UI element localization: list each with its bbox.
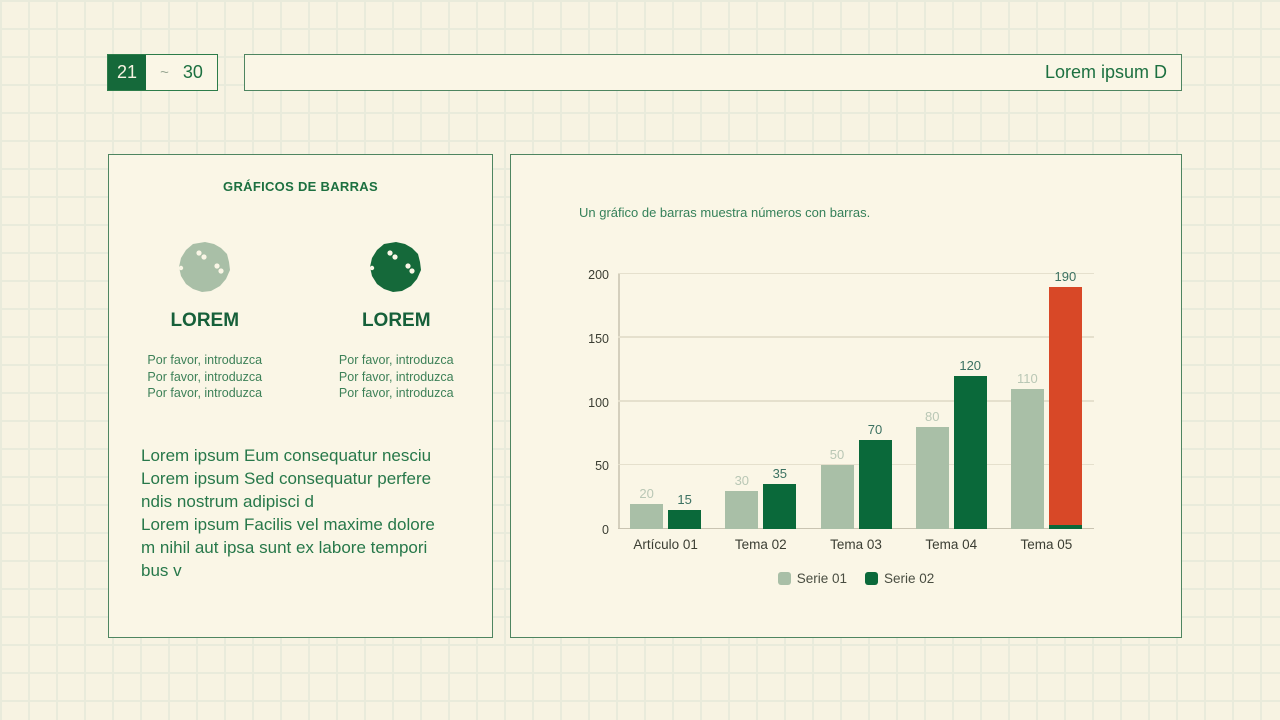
- bar-column: 50: [820, 447, 854, 529]
- x-axis-label: Tema 02: [734, 537, 787, 552]
- feature-line: Por favor, introduzca: [147, 353, 263, 367]
- x-axis-label: Artículo 01: [633, 537, 698, 552]
- legend-swatch: [777, 572, 791, 585]
- x-axis-label: Tema 04: [925, 537, 978, 552]
- chart-panel: Un gráfico de barras muestra números con…: [510, 154, 1182, 638]
- bar-group: 110 190: [999, 269, 1094, 530]
- bar-column: 70: [858, 421, 892, 529]
- bar-value-label: 70: [867, 421, 883, 437]
- legend-swatch: [865, 572, 878, 585]
- bar-value-label: 190: [1054, 268, 1077, 284]
- feature-description: Por favor, introduzca Por favor, introdu…: [109, 352, 301, 402]
- legend-label: Serie 01: [796, 571, 847, 586]
- feature-line: Por favor, introduzca: [147, 369, 263, 384]
- tilde-separator: ~: [160, 64, 169, 81]
- feature-line: Por favor, introduzca: [147, 386, 263, 400]
- panel-heading: GRÁFICOS DE BARRAS: [223, 179, 378, 194]
- bar-serie-02: [763, 484, 797, 529]
- feature-columns: LOREM Por favor, introduzca Por favor, i…: [109, 240, 492, 402]
- title-bar: Lorem ipsum D: [244, 54, 1182, 91]
- bar-value-label: 20: [639, 485, 654, 501]
- feature-column-1: LOREM Por favor, introduzca Por favor, i…: [109, 240, 301, 402]
- y-tick-label: 150: [588, 331, 609, 346]
- y-tick-label: 0: [602, 523, 609, 537]
- bar-column: 15: [668, 491, 702, 529]
- bar-serie-01: [725, 490, 759, 529]
- bar-group: 80 120: [904, 274, 999, 529]
- bar-value-label: 35: [772, 466, 788, 482]
- body-paragraph: Lorem ipsum Eum consequatur nesciu Lorem…: [141, 445, 435, 580]
- y-tick-label: 100: [588, 395, 609, 410]
- feature-title: LOREM: [361, 310, 431, 331]
- bar-group: 20 15: [618, 274, 713, 529]
- gridline: [618, 463, 1094, 466]
- y-tick-label: 50: [595, 459, 609, 474]
- legend-item: Serie 02: [865, 571, 934, 586]
- bar-group: 50 70: [808, 274, 903, 529]
- bar-group: 30 35: [713, 274, 808, 529]
- bar-serie-02: [858, 439, 892, 529]
- gridline: [618, 336, 1094, 338]
- page-number-end: 30: [182, 62, 203, 82]
- bar-column: 20: [630, 485, 664, 529]
- bar-serie-01: [820, 465, 854, 529]
- gridline: [618, 400, 1094, 402]
- bar-column: 30: [725, 472, 759, 529]
- chart-plot: 20 15 30 35 50 70 80 120 110 190: [618, 269, 1094, 530]
- y-axis: 0 50 100 150 200: [567, 268, 609, 537]
- feature-column-2: LOREM Por favor, introduzca Por favor, i…: [301, 240, 493, 402]
- blob-splat-icon: [178, 242, 230, 292]
- feature-title: LOREM: [170, 310, 240, 331]
- feature-line: Por favor, introduzca: [338, 386, 454, 400]
- bar-serie-02: [1048, 286, 1082, 530]
- chart-legend: Serie 01 Serie 02: [618, 571, 1094, 586]
- page-number-range: ~ 30: [146, 55, 217, 90]
- bar-value-label: 50: [829, 447, 845, 463]
- feature-line: Por favor, introduzca: [338, 353, 454, 367]
- bar-value-label: 120: [959, 358, 982, 373]
- x-axis-labels: Artículo 01 Tema 02 Tema 03 Tema 04 Tema 05: [618, 537, 1094, 552]
- y-tick-label: 200: [588, 268, 609, 282]
- bar-value-label: 80: [924, 409, 940, 424]
- bar-column: 35: [763, 466, 797, 529]
- x-axis-label: Tema 03: [830, 537, 882, 552]
- legend-item: Serie 01: [777, 571, 847, 586]
- bar-column: 190: [1048, 268, 1082, 530]
- page-title: Lorem ipsum D: [1044, 62, 1167, 82]
- bar-serie-01: [1010, 388, 1044, 529]
- bar-value-label: 15: [677, 491, 692, 507]
- bar-serie-01: [630, 503, 664, 529]
- bar-value-label: 110: [1017, 370, 1038, 386]
- gridline: [618, 272, 1094, 274]
- blob-splat-icon: [370, 242, 422, 292]
- bar-value-label: 30: [734, 472, 750, 488]
- bar-column: 80: [915, 409, 949, 529]
- bar-column: 120: [953, 358, 987, 529]
- feature-line: Por favor, introduzca: [338, 369, 454, 384]
- bar-serie-02: [953, 376, 987, 529]
- chart-subtitle: Un gráfico de barras muestra números con…: [579, 205, 871, 220]
- bar-serie-01: [915, 427, 949, 529]
- bar-column: 110: [1010, 370, 1044, 529]
- bar-serie-02: [668, 509, 702, 529]
- bar-groups: 20 15 30 35 50 70 80 120 110 190: [618, 269, 1094, 530]
- page-number-badge: 21 ~ 30: [107, 54, 218, 91]
- feature-description: Por favor, introduzca Por favor, introdu…: [301, 352, 493, 402]
- x-axis-label: Tema 05: [1020, 537, 1073, 552]
- page-number-start: 21: [108, 55, 146, 90]
- left-panel: GRÁFICOS DE BARRAS LOREM Por favor, intr…: [108, 154, 493, 638]
- legend-label: Serie 02: [884, 571, 935, 586]
